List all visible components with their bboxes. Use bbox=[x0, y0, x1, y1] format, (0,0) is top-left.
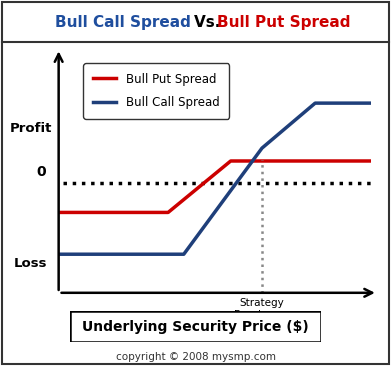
Text: Bull Call Spread: Bull Call Spread bbox=[55, 15, 196, 30]
Text: 0: 0 bbox=[37, 165, 46, 179]
Text: copyright © 2008 mysmp.com: copyright © 2008 mysmp.com bbox=[115, 352, 276, 362]
Text: Strategy
Breakeven: Strategy Breakeven bbox=[234, 298, 290, 320]
FancyBboxPatch shape bbox=[70, 311, 321, 342]
Text: Loss: Loss bbox=[14, 257, 47, 270]
Text: Underlying Security Price ($): Underlying Security Price ($) bbox=[82, 320, 309, 334]
Text: Vs.: Vs. bbox=[194, 15, 225, 30]
Text: Bull Put Spread: Bull Put Spread bbox=[217, 15, 350, 30]
Text: Profit: Profit bbox=[9, 122, 52, 135]
Legend: Bull Put Spread, Bull Call Spread: Bull Put Spread, Bull Call Spread bbox=[83, 63, 229, 119]
